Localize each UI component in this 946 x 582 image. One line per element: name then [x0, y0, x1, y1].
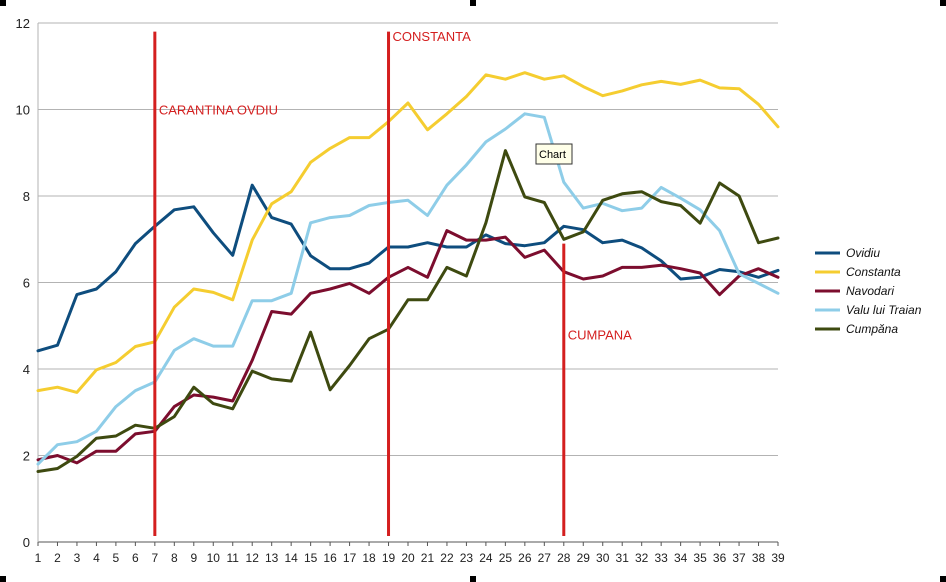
x-tick-label: 20 [401, 551, 415, 565]
x-tick-label: 3 [74, 551, 81, 565]
chart-tooltip: Chart [535, 143, 573, 165]
x-tick-label: 27 [538, 551, 552, 565]
x-tick-label: 32 [635, 551, 649, 565]
annotation-cumpana-label: CUMPANA [568, 327, 632, 342]
annotation-constanta-label: CONSTANTA [393, 29, 472, 44]
frame-corner-top-left [0, 0, 6, 6]
annotations: CARANTINA OVDIU CONSTANTA CUMPANA [153, 29, 632, 536]
x-tick-label: 26 [518, 551, 532, 565]
y-tick-label: 12 [16, 16, 30, 31]
x-tick-label: 35 [693, 551, 707, 565]
legend-entry: Constanta [846, 265, 901, 279]
y-tick-label: 0 [23, 535, 30, 550]
y-axis: 0 2 4 6 8 10 12 [16, 16, 30, 550]
x-tick-label: 11 [227, 551, 240, 565]
x-tick-label: 29 [577, 551, 591, 565]
x-tick-label: 39 [771, 551, 785, 565]
frame-corner-bottom-left [0, 576, 6, 582]
x-tick-label: 13 [265, 551, 279, 565]
y-tick-label: 10 [16, 103, 30, 118]
x-tick-label: 18 [362, 551, 376, 565]
legend-entry: Navodari [846, 284, 894, 298]
legend: Ovidiu Constanta Navodari Valu lui Traian Cu… [815, 246, 922, 336]
series-line-valu-lui-traian[interactable] [36, 112, 780, 466]
x-tick-label: 2 [54, 551, 61, 565]
annotation-carantina-ovidiu-label: CARANTINA OVDIU [159, 103, 278, 118]
x-tick-label: 14 [284, 551, 298, 565]
x-tick-label: 28 [557, 551, 571, 565]
series-line-ovidiu[interactable] [36, 183, 780, 353]
x-tick-label: 21 [421, 551, 435, 565]
x-tick-label: 5 [113, 551, 120, 565]
x-tick-label: 17 [343, 551, 357, 565]
x-tick-label: 22 [440, 551, 454, 565]
x-tick-label: 24 [479, 551, 493, 565]
chart-tooltip-label: Chart [539, 149, 566, 161]
x-tick-label: 1 [35, 551, 42, 565]
series-layer [36, 71, 780, 473]
frame-corner-top-middle [470, 0, 476, 6]
series-line-cump-na[interactable] [36, 149, 780, 473]
frame-corner-bottom-middle [470, 576, 476, 582]
x-tick-label: 9 [190, 551, 197, 565]
x-tick-label: 36 [713, 551, 727, 565]
x-tick-label: 37 [732, 551, 746, 565]
x-tick-label: 19 [382, 551, 396, 565]
x-tick-label: 12 [246, 551, 260, 565]
x-tick-label: 38 [752, 551, 766, 565]
x-tick-label: 16 [323, 551, 337, 565]
x-tick-label: 30 [596, 551, 610, 565]
legend-entry: Cumpăna [846, 322, 898, 336]
x-tick-label: 4 [93, 551, 100, 565]
x-tick-label: 25 [499, 551, 513, 565]
chart-tooltip-box [535, 143, 573, 165]
x-tick-label: 33 [654, 551, 668, 565]
x-tick-label: 34 [674, 551, 688, 565]
series-line-constanta[interactable] [36, 71, 780, 394]
x-tick-label: 7 [151, 551, 158, 565]
x-tick-label: 31 [616, 551, 630, 565]
y-tick-label: 2 [23, 449, 30, 464]
x-tick-label: 23 [460, 551, 474, 565]
y-tick-label: 8 [23, 189, 30, 204]
x-tick-label: 10 [207, 551, 221, 565]
x-tick-label: 6 [132, 551, 139, 565]
y-tick-label: 6 [23, 276, 30, 291]
x-axis: 1 2 3 4 5 6 7 8 9 10 11 12 13 14 15 16 17 18 19 20 21 22 23 24 2… [35, 542, 785, 565]
frame-corner-bottom-right [940, 576, 946, 582]
x-tick-label: 8 [171, 551, 178, 565]
frame-corner-top-right [940, 0, 946, 6]
legend-entry: Valu lui Traian [846, 303, 922, 317]
y-tick-label: 4 [23, 362, 30, 377]
legend-entry: Ovidiu [846, 246, 880, 260]
grid-lines [37, 22, 778, 543]
x-tick-label: 15 [304, 551, 318, 565]
